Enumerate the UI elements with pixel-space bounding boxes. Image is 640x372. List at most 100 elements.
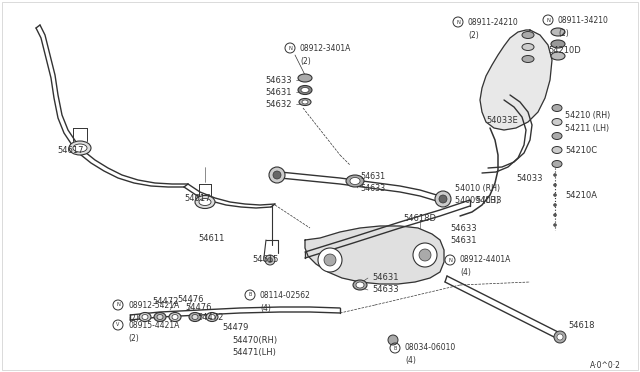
- Ellipse shape: [552, 105, 562, 112]
- Text: 54210 (RH): 54210 (RH): [565, 110, 611, 119]
- Text: 54471(LH): 54471(LH): [232, 347, 276, 356]
- Text: 54479: 54479: [222, 324, 248, 333]
- Circle shape: [554, 331, 566, 343]
- Circle shape: [554, 224, 557, 227]
- Text: 54615: 54615: [252, 256, 278, 264]
- Ellipse shape: [195, 196, 215, 208]
- Text: V: V: [116, 323, 120, 327]
- Text: 08911-34210: 08911-34210: [558, 16, 609, 25]
- Circle shape: [268, 257, 273, 263]
- Text: (4): (4): [260, 304, 271, 312]
- Text: 54618D: 54618D: [403, 214, 436, 222]
- Text: B: B: [248, 292, 252, 298]
- Text: N: N: [448, 257, 452, 263]
- Text: 08912-4401A: 08912-4401A: [460, 256, 511, 264]
- Text: 08114-02562: 08114-02562: [260, 291, 311, 299]
- Ellipse shape: [209, 314, 215, 320]
- Text: 08912-3401A: 08912-3401A: [300, 44, 351, 52]
- Text: 54033: 54033: [516, 173, 543, 183]
- Ellipse shape: [142, 314, 148, 320]
- Text: 54210C: 54210C: [565, 145, 597, 154]
- Ellipse shape: [139, 312, 151, 321]
- Text: 54470(RH): 54470(RH): [232, 336, 277, 344]
- Ellipse shape: [522, 32, 534, 38]
- Text: 54631: 54631: [372, 273, 399, 282]
- Ellipse shape: [551, 28, 565, 36]
- Text: (2): (2): [128, 314, 139, 323]
- Circle shape: [554, 193, 557, 196]
- Ellipse shape: [552, 160, 562, 167]
- Text: 54472: 54472: [197, 314, 223, 323]
- Text: 54211 (LH): 54211 (LH): [565, 124, 609, 132]
- Text: 54009 (LH): 54009 (LH): [455, 196, 499, 205]
- Ellipse shape: [522, 44, 534, 51]
- Text: (2): (2): [128, 334, 139, 343]
- Text: N: N: [116, 302, 120, 308]
- Text: 54476: 54476: [177, 295, 204, 304]
- Ellipse shape: [551, 52, 565, 60]
- Circle shape: [273, 171, 281, 179]
- Circle shape: [269, 167, 285, 183]
- Circle shape: [554, 183, 557, 186]
- Text: 54633: 54633: [372, 285, 399, 295]
- Circle shape: [318, 248, 342, 272]
- Text: 54210A: 54210A: [565, 190, 597, 199]
- Ellipse shape: [302, 100, 308, 104]
- Text: (4): (4): [405, 356, 416, 366]
- Text: (2): (2): [468, 31, 479, 39]
- Polygon shape: [305, 226, 444, 284]
- Ellipse shape: [298, 74, 312, 82]
- Circle shape: [439, 195, 447, 203]
- Circle shape: [435, 191, 451, 207]
- Ellipse shape: [522, 55, 534, 62]
- Text: 54033: 54033: [475, 196, 502, 205]
- Ellipse shape: [154, 312, 166, 321]
- Text: (2): (2): [300, 57, 311, 65]
- Text: (4): (4): [460, 267, 471, 276]
- Ellipse shape: [157, 314, 163, 320]
- Circle shape: [554, 203, 557, 206]
- Text: 08911-24210: 08911-24210: [468, 17, 519, 26]
- Text: N: N: [288, 45, 292, 51]
- Text: 08912-5421A: 08912-5421A: [128, 301, 179, 310]
- Circle shape: [557, 334, 563, 340]
- Ellipse shape: [551, 40, 565, 48]
- Text: 54611: 54611: [198, 234, 225, 243]
- Circle shape: [554, 214, 557, 217]
- Text: 54631: 54631: [360, 171, 385, 180]
- Ellipse shape: [301, 87, 309, 93]
- Ellipse shape: [552, 132, 562, 140]
- Circle shape: [413, 243, 437, 267]
- Text: 54632: 54632: [265, 99, 291, 109]
- Ellipse shape: [552, 147, 562, 154]
- Text: 54617: 54617: [57, 145, 83, 154]
- Ellipse shape: [69, 141, 91, 155]
- Text: (2): (2): [558, 29, 569, 38]
- Text: B: B: [394, 346, 397, 350]
- Ellipse shape: [206, 312, 218, 321]
- Circle shape: [554, 173, 557, 176]
- Text: 08034-06010: 08034-06010: [405, 343, 456, 353]
- Ellipse shape: [189, 312, 201, 321]
- Text: 08915-4421A: 08915-4421A: [128, 321, 179, 330]
- Text: 54472: 54472: [152, 298, 179, 307]
- Ellipse shape: [73, 144, 87, 152]
- Ellipse shape: [356, 282, 364, 288]
- Text: 54476: 54476: [185, 304, 211, 312]
- Ellipse shape: [552, 119, 562, 125]
- Text: 54010 (RH): 54010 (RH): [455, 183, 500, 192]
- Circle shape: [419, 249, 431, 261]
- Ellipse shape: [172, 314, 178, 320]
- Circle shape: [324, 254, 336, 266]
- Text: 54631: 54631: [265, 87, 291, 96]
- Text: 54633: 54633: [360, 183, 385, 192]
- Ellipse shape: [353, 280, 367, 290]
- Ellipse shape: [346, 175, 364, 187]
- Text: 54033E: 54033E: [486, 115, 518, 125]
- Text: N: N: [456, 19, 460, 25]
- Ellipse shape: [169, 312, 181, 321]
- Text: 54631: 54631: [450, 235, 477, 244]
- Circle shape: [265, 255, 275, 265]
- Polygon shape: [480, 30, 552, 130]
- Ellipse shape: [298, 86, 312, 94]
